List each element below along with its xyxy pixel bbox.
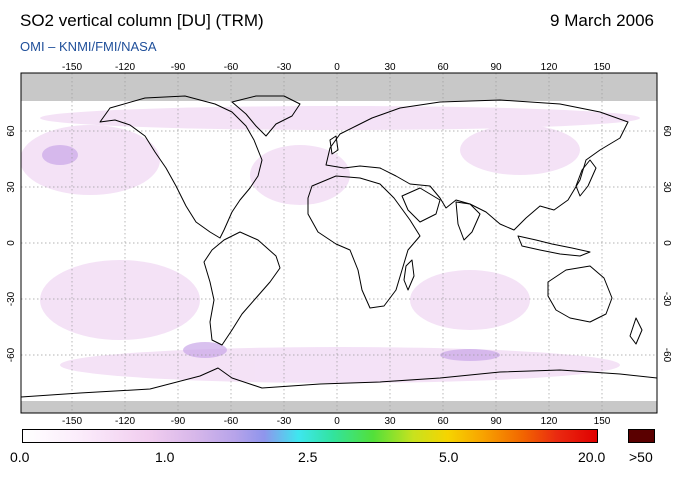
tint-pacific-south bbox=[40, 260, 200, 340]
lat-tick-label: 30 bbox=[661, 181, 672, 193]
polar-night-north bbox=[21, 73, 657, 101]
colorbar-label: 2.5 bbox=[298, 449, 318, 465]
coast-uk bbox=[329, 135, 339, 155]
lon-tick-label: -90 bbox=[171, 416, 186, 427]
right-lat-labels: 60 30 0 -30 -60 bbox=[661, 125, 672, 362]
lon-tick-label: 150 bbox=[594, 62, 611, 73]
lon-tick-label: 60 bbox=[437, 62, 449, 73]
map-title: SO2 vertical column [DU] (TRM) bbox=[20, 11, 264, 30]
lon-tick-label: -60 bbox=[224, 62, 239, 73]
lon-tick-label: 90 bbox=[490, 62, 502, 73]
tint-indian-ocean bbox=[410, 270, 530, 330]
tint-southern-ocean bbox=[60, 347, 620, 383]
lon-tick-label: 0 bbox=[334, 62, 340, 73]
so2-tint-layer bbox=[21, 106, 640, 383]
colorbar bbox=[22, 429, 598, 443]
coast-antarctica bbox=[21, 367, 657, 398]
coast-madagascar bbox=[403, 259, 415, 291]
lon-tick-label: -150 bbox=[62, 416, 82, 427]
lon-tick-label: 150 bbox=[594, 416, 611, 427]
lon-tick-label: -90 bbox=[171, 62, 186, 73]
lat-tick-label: 30 bbox=[6, 181, 17, 193]
coast-africa bbox=[307, 175, 421, 309]
lon-tick-label: -60 bbox=[224, 416, 239, 427]
coast-japan bbox=[575, 159, 597, 197]
lat-tick-label: -60 bbox=[6, 347, 17, 362]
tint-arctic bbox=[40, 106, 640, 130]
tint-south-pacific-purple bbox=[183, 342, 227, 358]
lon-tick-label: 120 bbox=[541, 62, 558, 73]
credit-line: OMI – KNMI/FMI/NASA bbox=[20, 39, 157, 54]
colorbar-label: 20.0 bbox=[578, 449, 606, 465]
lat-tick-label: 60 bbox=[6, 125, 17, 137]
bottom-lon-labels: -150 -120 -90 -60 -30 0 30 60 90 120 150 bbox=[62, 416, 611, 427]
colorbar-label: 1.0 bbox=[155, 449, 175, 465]
tint-asia bbox=[460, 125, 580, 175]
colorbar-label: 5.0 bbox=[439, 449, 459, 465]
lon-tick-label: 30 bbox=[384, 416, 396, 427]
lon-tick-label: 90 bbox=[490, 416, 502, 427]
lat-tick-label: -30 bbox=[6, 291, 17, 306]
graticule bbox=[21, 73, 657, 413]
lon-tick-label: 0 bbox=[334, 416, 340, 427]
lat-tick-label: -60 bbox=[661, 348, 672, 363]
left-lat-labels: 60 30 0 -30 -60 bbox=[6, 125, 17, 362]
tint-equatorial-pacific bbox=[42, 145, 78, 165]
map-frame bbox=[20, 72, 658, 414]
lon-tick-label: 120 bbox=[541, 416, 558, 427]
lon-tick-label: -30 bbox=[277, 62, 292, 73]
map-date: 9 March 2006 bbox=[550, 11, 654, 30]
coast-australia bbox=[547, 265, 613, 323]
coast-india bbox=[455, 201, 481, 241]
lon-tick-label: -30 bbox=[277, 416, 292, 427]
coast-greenland bbox=[231, 95, 301, 137]
lat-tick-label: -30 bbox=[661, 292, 672, 307]
coast-europe-asia bbox=[325, 99, 629, 231]
lat-tick-label: 60 bbox=[661, 125, 672, 137]
lat-tick-label: 0 bbox=[6, 240, 17, 246]
coast-indonesia bbox=[517, 235, 591, 257]
coast-south-america bbox=[203, 231, 281, 346]
coast-north-america bbox=[99, 95, 263, 239]
colorbar-label: 0.0 bbox=[10, 449, 30, 465]
colorbar-overflow-swatch bbox=[628, 429, 655, 443]
top-lon-labels: -150 -120 -90 -60 -30 0 30 60 90 120 150 bbox=[62, 62, 611, 73]
colorbar-overflow-label: >50 bbox=[629, 449, 653, 465]
lat-tick-label: 0 bbox=[661, 240, 672, 246]
coastlines bbox=[21, 95, 657, 398]
lon-tick-label: 30 bbox=[384, 62, 396, 73]
lon-tick-label: -120 bbox=[115, 62, 135, 73]
lon-tick-label: 60 bbox=[437, 416, 449, 427]
tint-pacific-north bbox=[21, 125, 160, 195]
lon-tick-label: -150 bbox=[62, 62, 82, 73]
polar-night-south bbox=[21, 401, 657, 413]
tint-atlantic-north bbox=[250, 145, 350, 205]
lon-tick-label: -120 bbox=[115, 416, 135, 427]
coast-arabia bbox=[401, 187, 441, 223]
coast-new-zealand bbox=[629, 317, 643, 345]
